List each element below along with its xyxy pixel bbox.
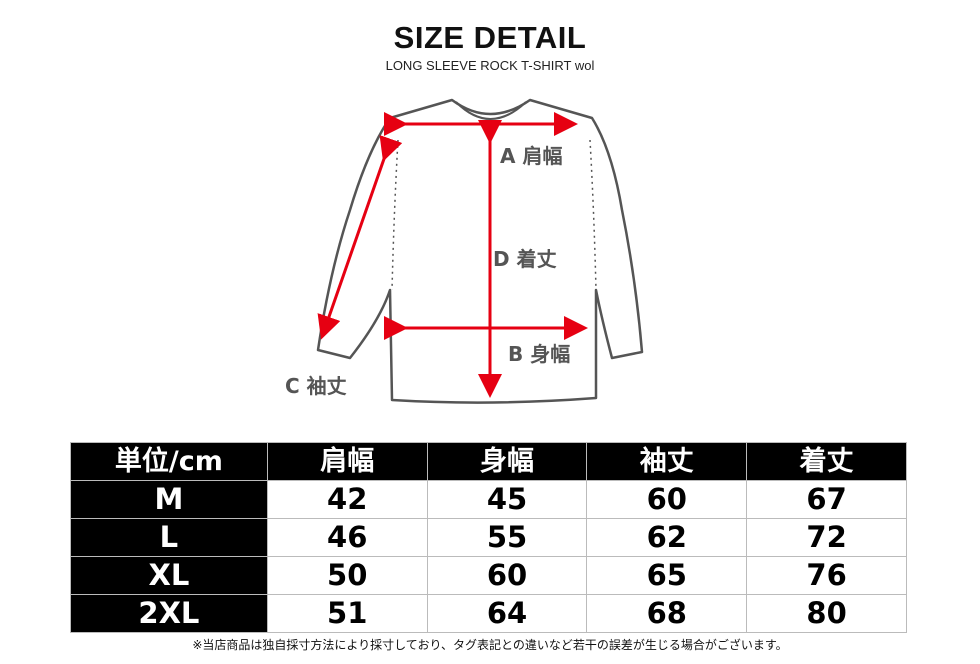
- table-row: 2XL 51 64 68 80: [70, 594, 907, 633]
- table-cell: 67: [746, 480, 907, 519]
- label-a-shoulder-width: A 肩幅: [500, 144, 563, 168]
- header-body-width: 身幅: [426, 442, 588, 481]
- header-sleeve: 袖丈: [586, 442, 748, 481]
- label-b-body-width: B 身幅: [508, 342, 571, 366]
- header-unit: 単位/cm: [70, 442, 268, 481]
- header-shoulder: 肩幅: [266, 442, 428, 481]
- label-c-sleeve-length: C 袖丈: [285, 374, 347, 398]
- size-table: 単位/cm 肩幅 身幅 袖丈 着丈 M 42 45 60 67 L 46 55 …: [70, 442, 907, 633]
- table-cell: 45: [426, 480, 588, 519]
- size-label: M: [70, 480, 268, 519]
- table-row: L 46 55 62 72: [70, 518, 907, 557]
- table-row: M 42 45 60 67: [70, 480, 907, 519]
- size-label: 2XL: [70, 594, 268, 633]
- shirt-outline: [316, 98, 644, 404]
- table-cell: 42: [266, 480, 428, 519]
- table-cell: 64: [426, 594, 588, 633]
- arrow-c-sleeve: [317, 135, 403, 340]
- measurement-note: ※当店商品は独自採寸方法により採寸しており、タグ表記との違いなど若干の誤差が生じ…: [192, 638, 788, 652]
- table-cell: 46: [266, 518, 428, 557]
- table-cell: 50: [266, 556, 428, 595]
- table-header-row: 単位/cm 肩幅 身幅 袖丈 着丈: [70, 442, 907, 481]
- table-cell: 60: [426, 556, 588, 595]
- table-cell: 55: [426, 518, 588, 557]
- size-label: XL: [70, 556, 268, 595]
- table-cell: 68: [586, 594, 748, 633]
- table-cell: 62: [586, 518, 748, 557]
- table-cell: 80: [746, 594, 907, 633]
- label-d-body-length: D 着丈: [493, 247, 557, 271]
- table-cell: 51: [266, 594, 428, 633]
- header-length: 着丈: [746, 442, 907, 481]
- table-cell: 72: [746, 518, 907, 557]
- product-name: LONG SLEEVE ROCK T-SHIRT wol: [385, 58, 595, 73]
- table-cell: 76: [746, 556, 907, 595]
- measurement-arrows: [317, 112, 588, 398]
- shirt-diagram: [316, 98, 644, 404]
- size-label: L: [70, 518, 268, 557]
- table-cell: 65: [586, 556, 748, 595]
- page-title: SIZE DETAIL: [393, 20, 587, 55]
- table-cell: 60: [586, 480, 748, 519]
- table-row: XL 50 60 65 76: [70, 556, 907, 595]
